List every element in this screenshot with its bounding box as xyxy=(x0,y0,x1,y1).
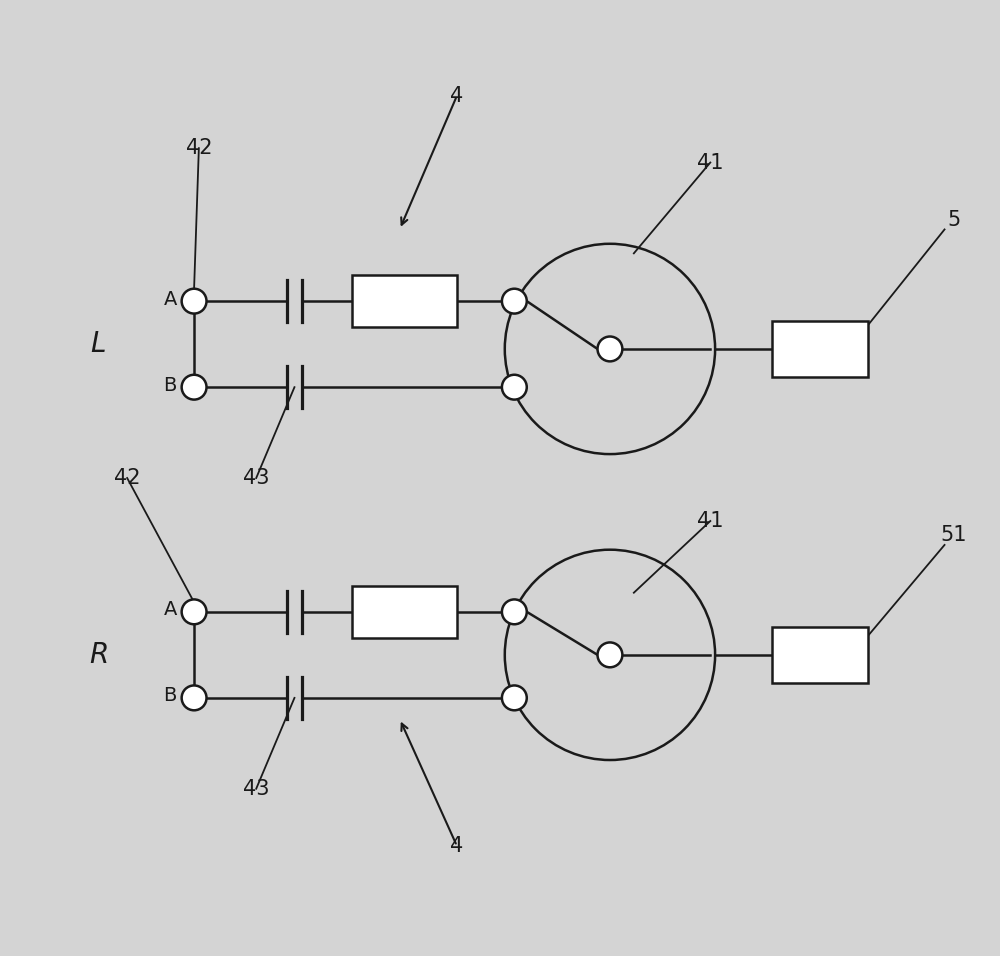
Text: 5: 5 xyxy=(947,210,961,229)
Bar xyxy=(772,627,868,683)
Text: 43: 43 xyxy=(243,779,269,798)
Bar xyxy=(772,321,868,377)
Circle shape xyxy=(598,337,622,361)
Circle shape xyxy=(505,244,715,454)
Text: 42: 42 xyxy=(114,468,140,488)
Text: B: B xyxy=(163,376,177,395)
Text: 4: 4 xyxy=(450,86,464,105)
Bar xyxy=(352,585,457,639)
Bar xyxy=(352,275,457,327)
Circle shape xyxy=(502,289,527,314)
Circle shape xyxy=(502,685,527,710)
Circle shape xyxy=(182,289,207,314)
Text: 4: 4 xyxy=(450,836,464,856)
Circle shape xyxy=(502,375,527,400)
Text: A: A xyxy=(163,600,177,619)
Text: R: R xyxy=(89,641,108,669)
Text: B: B xyxy=(163,686,177,706)
Circle shape xyxy=(182,375,207,400)
Circle shape xyxy=(182,599,207,624)
Text: L: L xyxy=(91,330,106,358)
Text: 43: 43 xyxy=(243,468,269,488)
Text: 功放: 功放 xyxy=(808,339,833,358)
Text: 51: 51 xyxy=(941,526,967,545)
Circle shape xyxy=(182,685,207,710)
Text: 42: 42 xyxy=(186,139,212,158)
Circle shape xyxy=(502,599,527,624)
Circle shape xyxy=(505,550,715,760)
Text: 41: 41 xyxy=(697,153,724,172)
Text: 功放: 功放 xyxy=(808,645,833,664)
Text: A: A xyxy=(163,290,177,309)
Text: 41: 41 xyxy=(697,511,724,531)
Circle shape xyxy=(598,642,622,667)
